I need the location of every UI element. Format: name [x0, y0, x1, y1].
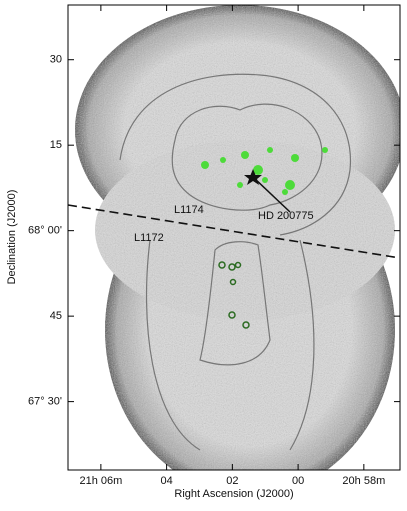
annotation: L1174	[174, 204, 204, 216]
contours	[119, 73, 352, 451]
x-tick-label: 20h 58m	[342, 475, 385, 487]
frame	[67, 4, 401, 471]
y-tick-label: 30	[50, 54, 62, 66]
y-tick-label: 67° 30'	[28, 396, 62, 408]
annotation: L1172	[134, 232, 164, 244]
annotation: HD 200775	[258, 210, 314, 222]
x-tick-label: 00	[292, 475, 304, 487]
boundary-line	[68, 204, 400, 259]
sky-image	[68, 5, 400, 470]
y-tick-label: 68° 00'	[28, 225, 62, 237]
x-axis-label: Right Ascension (J2000)	[174, 488, 293, 500]
arrow	[252, 176, 291, 213]
x-tick-label: 02	[226, 475, 238, 487]
dense-cores	[218, 261, 250, 329]
x-tick-label: 04	[160, 475, 172, 487]
y-tick-label: 45	[50, 310, 62, 322]
star	[244, 169, 262, 185]
y-axis-label: Declination (J2000)	[6, 190, 18, 285]
green-sources	[201, 147, 328, 195]
y-tick-label: 15	[50, 139, 62, 151]
x-tick-label: 21h 06m	[79, 475, 122, 487]
